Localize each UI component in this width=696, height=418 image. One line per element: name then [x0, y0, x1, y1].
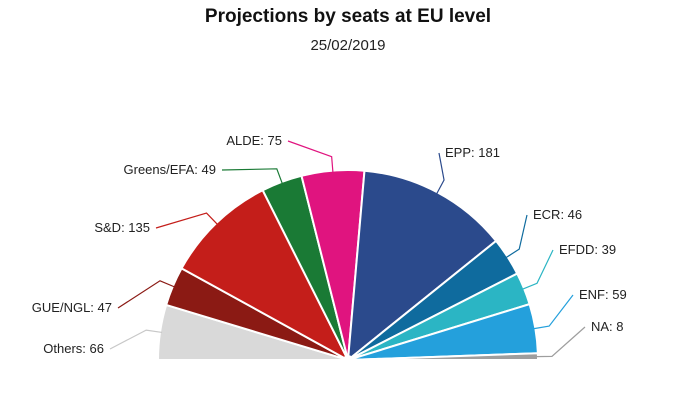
leader-line-na — [535, 326, 586, 358]
leader-line-s-d — [155, 212, 219, 229]
leader-line-ecr — [505, 214, 528, 259]
leader-line-enf — [533, 294, 574, 330]
label-epp: EPP: 181 — [445, 145, 500, 160]
leader-line-greens-efa — [221, 168, 283, 185]
label-alde: ALDE: 75 — [226, 133, 282, 148]
label-efdd: EFDD: 39 — [559, 242, 616, 257]
leader-line-gue-ngl — [117, 280, 175, 309]
leader-lines-layer — [109, 140, 586, 358]
label-s-d: S&D: 135 — [94, 220, 150, 235]
label-gue-ngl: GUE/NGL: 47 — [32, 300, 112, 315]
leader-line-efdd — [521, 249, 554, 290]
labels-layer: Others: 66 GUE/NGL: 47 S&D: 135 Greens/EFA:… — [32, 133, 627, 356]
chart-title: Projections by seats at EU level — [204, 6, 492, 27]
leader-line-epp — [435, 152, 445, 195]
label-na: NA: 8 — [591, 319, 624, 334]
label-ecr: ECR: 46 — [533, 207, 582, 222]
label-enf: ENF: 59 — [579, 287, 627, 302]
leader-line-alde — [287, 140, 334, 173]
chart-subtitle: 25/02/2019 — [310, 37, 386, 54]
label-others: Others: 66 — [43, 341, 104, 356]
leader-line-others — [109, 329, 163, 350]
slices-layer — [156, 169, 540, 361]
label-greens-efa: Greens/EFA: 49 — [124, 162, 217, 177]
slice-na[interactable] — [350, 352, 540, 361]
